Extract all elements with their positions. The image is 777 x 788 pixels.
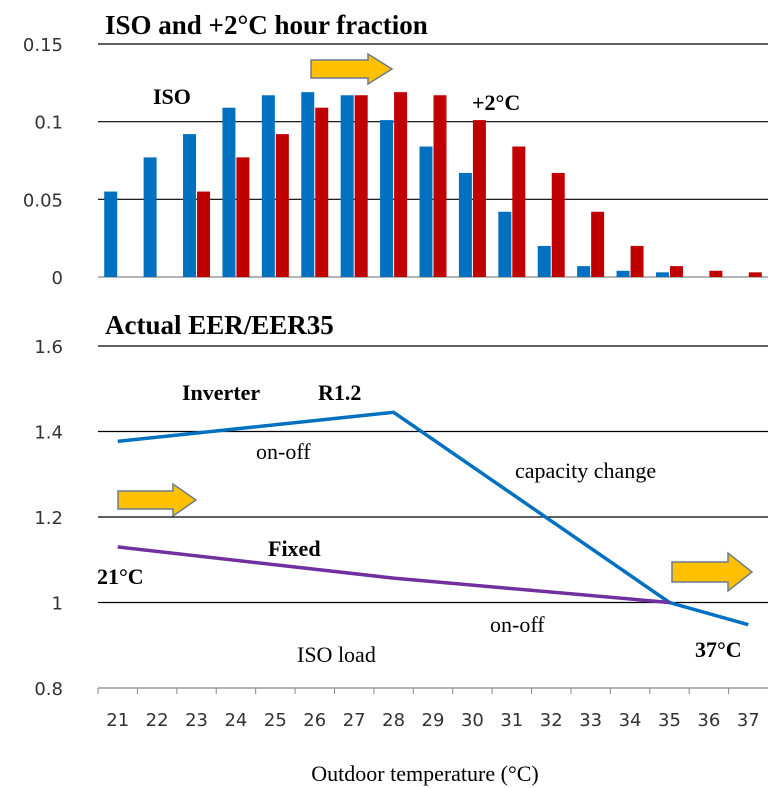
x-tick-label: 21 [106,710,129,731]
y-tick-label: 0.1 [34,113,63,134]
arrow [117,52,754,593]
x-tick-label: 28 [382,710,405,731]
bar [419,146,433,277]
chart-title: Actual EER/EER35 [105,310,334,340]
y-tick-label: 1.4 [34,423,63,444]
bar [143,157,157,277]
bar [236,157,250,277]
bar [340,95,354,277]
bar [591,211,605,277]
y-tick-label: 0 [52,268,63,289]
bar [301,92,315,277]
bar [433,95,447,277]
x-tick-label: 27 [343,710,366,731]
bar [275,134,289,277]
x-tick-label: 35 [658,710,681,731]
x-tick-label: 26 [303,710,326,731]
annotation: 21°C [97,564,144,589]
y-tick-label: 1 [52,594,63,615]
annotation: capacity change [515,458,656,483]
bar [512,146,526,277]
bar [354,95,368,277]
bar [577,266,591,277]
annotation: on-off [256,439,311,464]
bar [498,211,512,277]
bar [197,191,211,277]
x-tick-label: 29 [422,710,445,731]
bar [472,120,486,277]
series-label: +2°C [472,90,520,115]
series-label: ISO [153,84,191,109]
bar [655,272,669,277]
y-tick-label: 0.15 [23,35,63,56]
bar [380,120,394,277]
line [117,545,670,605]
bar [261,95,275,277]
y-tick-label: 0.8 [34,679,63,700]
bar [394,92,408,277]
bar [709,270,723,277]
bar [315,107,329,277]
bar [104,191,118,277]
x-tick-label: 23 [185,710,208,731]
annotation: ISO load [297,642,376,667]
x-tick-label: 32 [540,710,563,731]
x-tick-label: 37 [737,710,760,731]
bar [616,270,630,277]
bar [630,245,644,277]
bar [748,272,762,277]
line [117,410,749,627]
series-label: Fixed [268,536,321,561]
chart-title: ISO and +2°C hour fraction [105,10,428,40]
annotation: 37°C [695,637,742,662]
bar [537,245,551,277]
bar [183,134,197,277]
y-tick-label: 1.2 [34,508,63,529]
x-tick-label: 22 [146,710,169,731]
annotation: on-off [490,612,545,637]
series-label: Inverter [182,380,260,405]
y-tick-label: 0.05 [23,190,63,211]
x-tick-label: 25 [264,710,287,731]
x-tick-label: 31 [500,710,523,731]
y-tick-label: 1.6 [34,337,63,358]
x-tick-label: 33 [579,710,602,731]
x-tick-label: 24 [224,710,247,731]
bar [551,172,565,277]
x-tick-label: 36 [697,710,720,731]
x-axis-label: Outdoor temperature (°C) [311,761,539,786]
bar [222,107,236,277]
annotation: R1.2 [318,380,361,405]
bar [458,172,472,277]
x-tick-label: 34 [619,710,642,731]
x-tick-label: 30 [461,710,484,731]
bar [669,266,683,277]
